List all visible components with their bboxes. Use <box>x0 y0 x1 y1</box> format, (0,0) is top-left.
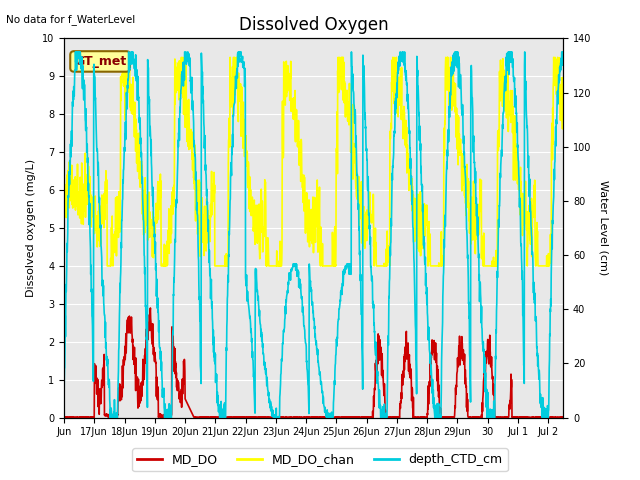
depth_CTD_cm <box>72 49 79 55</box>
depth_CTD_cm <box>303 366 311 372</box>
Text: No data for f_WaterLevel: No data for f_WaterLevel <box>6 14 136 25</box>
MD_DO_chan <box>559 108 567 114</box>
Y-axis label: Water Level (cm): Water Level (cm) <box>598 180 608 276</box>
depth_CTD_cm <box>60 415 68 420</box>
MD_DO <box>303 414 311 420</box>
MD_DO <box>545 414 553 420</box>
MD_DO <box>86 415 93 420</box>
MD_DO <box>382 415 390 420</box>
MD_DO <box>60 415 68 420</box>
Y-axis label: Dissolved oxygen (mg/L): Dissolved oxygen (mg/L) <box>26 159 36 297</box>
Text: GT_met: GT_met <box>74 55 126 68</box>
Legend: MD_DO, MD_DO_chan, depth_CTD_cm: MD_DO, MD_DO_chan, depth_CTD_cm <box>132 448 508 471</box>
MD_DO_chan <box>454 121 461 127</box>
Title: Dissolved Oxygen: Dissolved Oxygen <box>239 16 388 34</box>
MD_DO_chan <box>60 198 68 204</box>
MD_DO_chan <box>86 199 93 205</box>
MD_DO <box>147 305 154 311</box>
depth_CTD_cm <box>559 49 567 55</box>
MD_DO <box>454 355 461 361</box>
MD_DO_chan <box>545 263 553 269</box>
MD_DO <box>545 415 553 420</box>
depth_CTD_cm <box>454 65 461 71</box>
MD_DO_chan <box>104 263 111 269</box>
Line: MD_DO: MD_DO <box>64 308 563 418</box>
depth_CTD_cm <box>545 407 552 413</box>
MD_DO_chan <box>290 117 298 122</box>
depth_CTD_cm <box>545 382 553 387</box>
depth_CTD_cm <box>290 261 298 267</box>
Line: MD_DO_chan: MD_DO_chan <box>64 57 563 266</box>
MD_DO <box>290 415 298 420</box>
MD_DO_chan <box>119 54 127 60</box>
MD_DO <box>559 414 567 420</box>
Line: depth_CTD_cm: depth_CTD_cm <box>64 52 563 418</box>
MD_DO_chan <box>545 263 553 269</box>
depth_CTD_cm <box>86 201 93 206</box>
MD_DO_chan <box>303 200 311 205</box>
